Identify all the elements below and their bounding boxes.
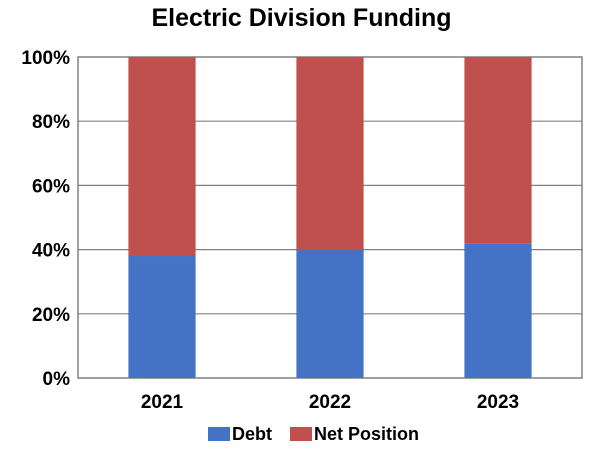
bar-net-position-2023	[464, 57, 532, 244]
y-tick-label: 20%	[32, 305, 70, 326]
bar-net-position-2022	[296, 57, 364, 250]
x-axis-ticks: 2021 2022 2023	[141, 392, 519, 413]
bar-net-position-2021	[128, 57, 196, 257]
bar-debt-2021	[128, 256, 196, 378]
y-tick-label: 40%	[32, 241, 70, 262]
legend-label: Debt	[232, 424, 272, 444]
legend-swatch	[290, 427, 312, 441]
x-tick-label: 2021	[141, 392, 184, 413]
bars	[128, 57, 532, 378]
legend-label: Net Position	[314, 424, 419, 444]
y-tick-label: 80%	[32, 112, 70, 133]
y-tick-label: 100%	[21, 48, 70, 69]
y-tick-label: 0%	[43, 369, 71, 390]
bar-debt-2022	[296, 249, 364, 378]
y-axis-ticks: 0% 20% 40% 60% 80% 100%	[21, 48, 70, 390]
y-tick-label: 60%	[32, 176, 70, 197]
bar-debt-2023	[464, 243, 532, 378]
legend-swatch	[208, 427, 230, 441]
chart-title: Electric Division Funding	[151, 4, 452, 32]
x-tick-label: 2022	[309, 392, 351, 413]
legend: Debt Net Position	[208, 424, 419, 444]
x-tick-label: 2023	[477, 392, 519, 413]
